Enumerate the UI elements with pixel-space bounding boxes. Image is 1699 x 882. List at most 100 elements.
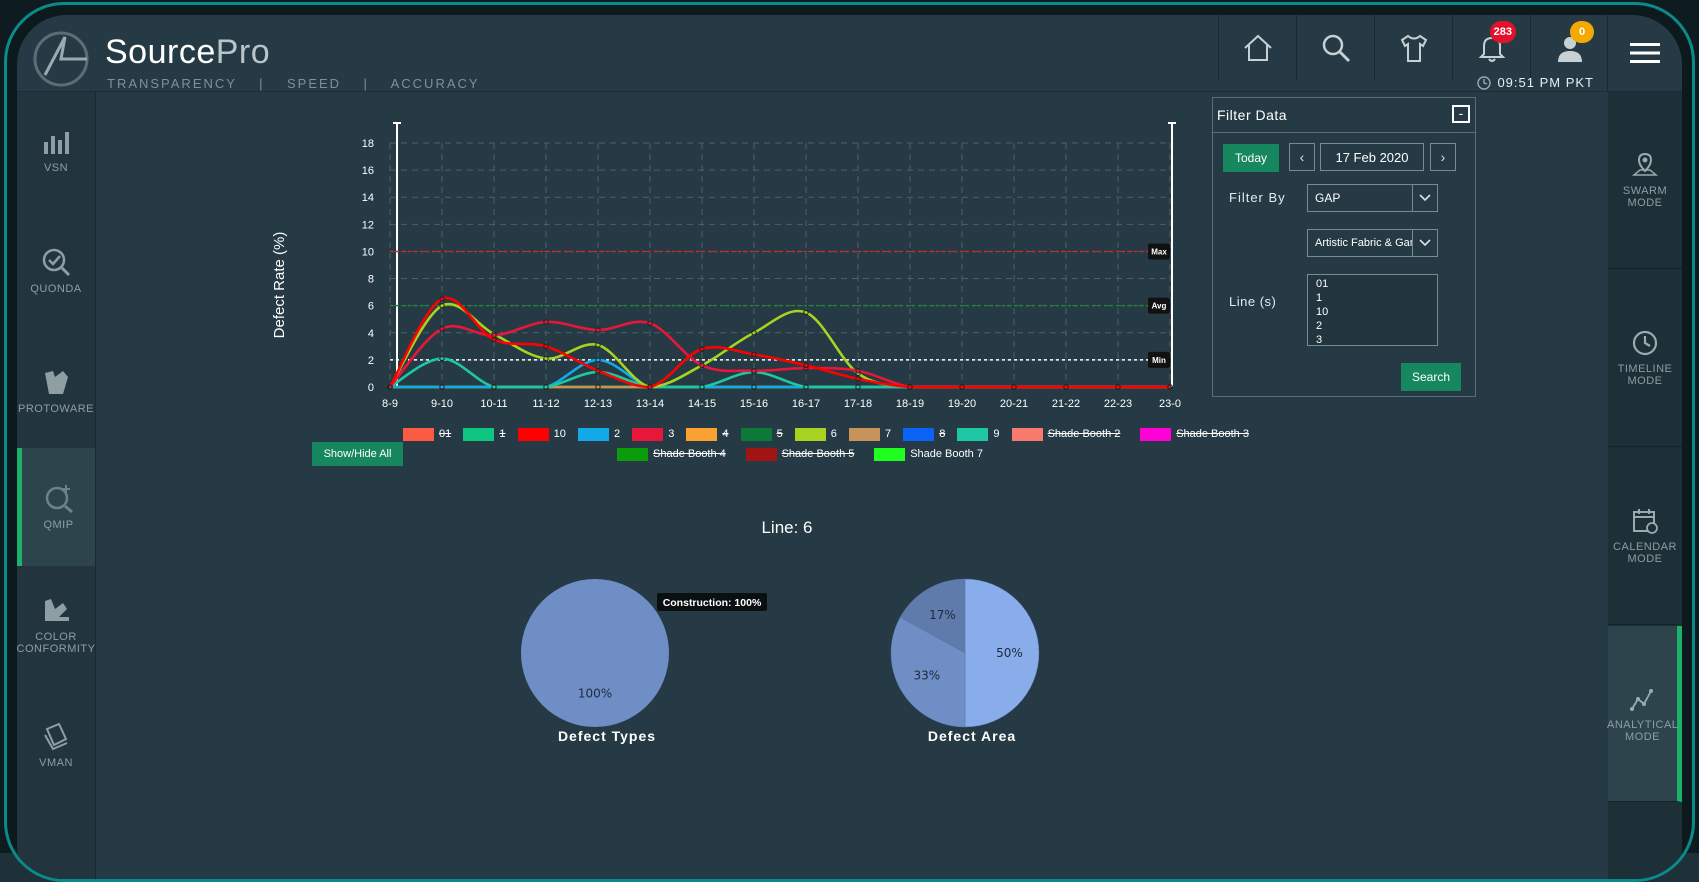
mode-swarm[interactable]: SWARM MODE bbox=[1608, 92, 1682, 269]
mode-analytical-label: ANALYTICAL MODE bbox=[1606, 718, 1679, 743]
legend-label: 5 bbox=[776, 428, 783, 440]
y-tick-label: 2 bbox=[368, 355, 374, 367]
next-date-button[interactable]: › bbox=[1430, 143, 1456, 171]
nav-vman[interactable]: VMAN bbox=[17, 686, 95, 804]
nav-vsn[interactable]: VSN bbox=[17, 92, 95, 210]
home-button[interactable] bbox=[1218, 15, 1296, 81]
menu-button[interactable] bbox=[1607, 15, 1682, 91]
data-point bbox=[907, 384, 913, 390]
x-tick-label: 19-20 bbox=[948, 398, 976, 410]
brand-main: Source bbox=[105, 33, 216, 71]
legend-item[interactable]: Shade Booth 3 bbox=[1140, 427, 1249, 441]
legend-item[interactable]: 7 bbox=[849, 427, 891, 441]
legend-item[interactable]: 6 bbox=[794, 427, 837, 441]
legend-label: 3 bbox=[668, 428, 675, 440]
user-button[interactable]: 0 bbox=[1530, 15, 1608, 81]
search-button[interactable] bbox=[1296, 15, 1374, 81]
data-point bbox=[543, 355, 549, 362]
line-option[interactable]: 3 bbox=[1316, 334, 1323, 346]
sourcepro-logo-icon bbox=[33, 31, 89, 87]
nav-qmip[interactable]: QMIP bbox=[17, 448, 95, 566]
mode-analytical[interactable]: ANALYTICAL MODE bbox=[1606, 626, 1682, 802]
reference-label-bg bbox=[1148, 297, 1170, 314]
nav-protoware[interactable]: PROTOWARE bbox=[17, 332, 95, 450]
notifications-button[interactable]: 283 bbox=[1452, 15, 1530, 81]
pie-tooltip: Construction: 100% bbox=[663, 597, 762, 609]
y-tick-label: 4 bbox=[368, 328, 374, 340]
legend-item[interactable]: 4 bbox=[686, 427, 729, 441]
legend-swatch bbox=[740, 427, 772, 441]
data-point bbox=[439, 355, 445, 362]
data-point bbox=[1167, 384, 1173, 390]
series-line-10 bbox=[388, 296, 1170, 389]
legend-item[interactable]: 1 bbox=[463, 427, 506, 441]
legend-item[interactable]: 5 bbox=[740, 427, 783, 441]
legend-item[interactable]: Shade Booth 7 bbox=[874, 447, 983, 461]
garment-tag-icon bbox=[45, 371, 68, 394]
nav-quonda[interactable]: QUONDA bbox=[17, 212, 95, 330]
legend-label: 6 bbox=[830, 428, 837, 440]
today-button[interactable]: Today bbox=[1223, 144, 1279, 172]
brand-name: SourcePro bbox=[105, 33, 270, 72]
mode-timeline[interactable]: TIMELINE MODE bbox=[1608, 270, 1682, 447]
lines-listbox[interactable]: 01 1 10 2 3 bbox=[1307, 274, 1438, 346]
pie-slice-label: 50% bbox=[996, 646, 1023, 660]
series-line-3 bbox=[389, 320, 1170, 389]
legend-item[interactable]: Shade Booth 2 bbox=[1011, 427, 1120, 441]
x-tick-label: 17-18 bbox=[844, 398, 872, 410]
legend-item[interactable]: 01 bbox=[403, 427, 451, 441]
x-tick-label: 11-12 bbox=[532, 398, 559, 410]
legend-item[interactable]: 10 bbox=[517, 427, 566, 441]
data-point bbox=[595, 327, 601, 333]
series-line-9 bbox=[389, 357, 1170, 389]
data-point bbox=[699, 346, 705, 352]
line-option[interactable]: 10 bbox=[1316, 306, 1329, 318]
legend-label: 9 bbox=[993, 428, 1000, 440]
data-point bbox=[439, 384, 445, 390]
nav-color-conformity-label: COLOR CONFORMITY bbox=[17, 631, 96, 655]
filter-panel: Filter Data - Today ‹ 17 Feb 2020 › Filt… bbox=[1212, 97, 1476, 397]
notifications-badge: 283 bbox=[1489, 21, 1516, 43]
legend-swatch bbox=[617, 447, 648, 461]
x-tick-label: 20-21 bbox=[1000, 398, 1028, 410]
line-option[interactable]: 1 bbox=[1316, 292, 1323, 304]
clock-text: 09:51 PM PKT bbox=[1497, 75, 1594, 90]
chevron-left-icon: ‹ bbox=[1299, 149, 1305, 165]
data-point bbox=[959, 384, 965, 390]
vendor-select[interactable]: Artistic Fabric & Garm bbox=[1307, 229, 1438, 257]
legend-item[interactable]: 3 bbox=[632, 427, 674, 441]
filter-by-select[interactable]: GAP bbox=[1307, 184, 1438, 212]
x-tick-label: 21-22 bbox=[1052, 398, 1080, 410]
clock: 09:51 PM PKT bbox=[1477, 75, 1594, 90]
nav-qmip-label: QMIP bbox=[43, 519, 74, 531]
line-option[interactable]: 2 bbox=[1316, 320, 1323, 332]
legend-item[interactable]: 2 bbox=[578, 427, 620, 441]
date-field[interactable]: 17 Feb 2020 bbox=[1320, 143, 1424, 171]
data-point bbox=[803, 384, 809, 390]
brand-pro: Pro bbox=[215, 33, 271, 71]
y-tick-label: 8 bbox=[368, 274, 374, 286]
line-title: Line: 6 bbox=[761, 518, 813, 537]
line-option[interactable]: 01 bbox=[1316, 278, 1329, 290]
legend-item[interactable]: Shade Booth 5 bbox=[745, 447, 854, 461]
pie-slice-label: 33% bbox=[913, 669, 940, 683]
legend-label: 10 bbox=[553, 428, 566, 440]
legend-label: 1 bbox=[499, 428, 506, 440]
pie-slice bbox=[899, 578, 966, 654]
legend-item[interactable]: 9 bbox=[957, 427, 1000, 441]
mode-calendar-label: CALENDAR MODE bbox=[1613, 541, 1677, 565]
garment-button[interactable] bbox=[1374, 15, 1452, 81]
data-point bbox=[855, 376, 861, 382]
nav-color-conformity[interactable]: COLOR CONFORMITY bbox=[17, 566, 95, 684]
show-hide-all-button[interactable]: Show/Hide All bbox=[312, 442, 403, 466]
header-actions: 283 0 bbox=[1218, 15, 1608, 81]
legend-label: 7 bbox=[885, 428, 892, 440]
search-button[interactable]: Search bbox=[1401, 363, 1461, 391]
legend-swatch bbox=[517, 427, 549, 441]
mode-calendar[interactable]: CALENDAR MODE bbox=[1608, 448, 1682, 625]
prev-date-button[interactable]: ‹ bbox=[1289, 143, 1315, 171]
legend-item[interactable]: Shade Booth 4 bbox=[617, 447, 726, 461]
collapse-filter-button[interactable]: - bbox=[1452, 105, 1470, 123]
legend-item[interactable]: 8 bbox=[903, 427, 945, 441]
x-tick-label: 15-16 bbox=[740, 398, 768, 410]
